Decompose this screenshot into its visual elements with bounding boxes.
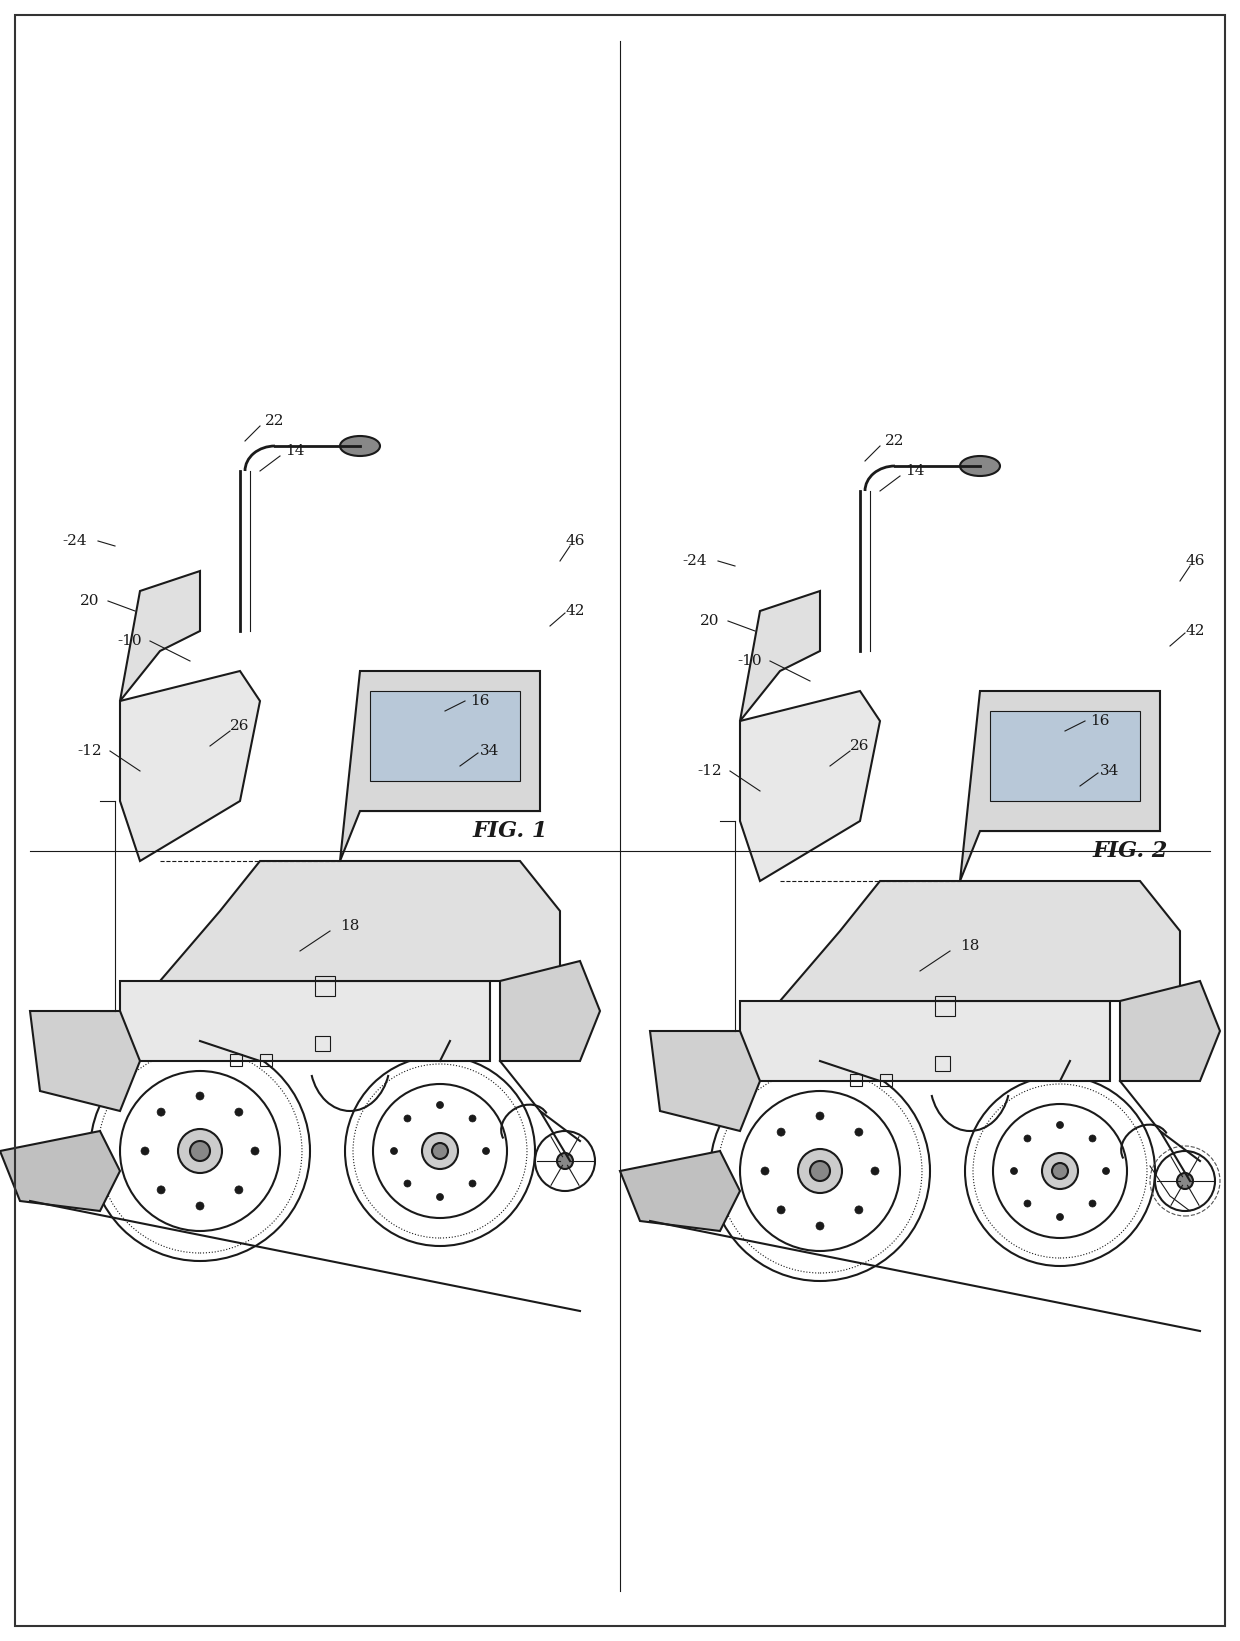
Circle shape bbox=[816, 1223, 825, 1231]
Text: -12: -12 bbox=[78, 743, 103, 758]
Circle shape bbox=[157, 1108, 165, 1116]
Text: 46: 46 bbox=[1185, 555, 1205, 568]
Text: 42: 42 bbox=[565, 604, 585, 619]
Polygon shape bbox=[740, 691, 880, 881]
Circle shape bbox=[190, 1140, 210, 1160]
Circle shape bbox=[179, 1129, 222, 1173]
Circle shape bbox=[854, 1206, 863, 1214]
Circle shape bbox=[234, 1108, 243, 1116]
Text: 16: 16 bbox=[1090, 714, 1110, 729]
Text: FIG. 1: FIG. 1 bbox=[472, 820, 548, 842]
Circle shape bbox=[1056, 1213, 1064, 1221]
Circle shape bbox=[157, 1186, 165, 1195]
Polygon shape bbox=[30, 1011, 140, 1111]
Polygon shape bbox=[650, 1031, 760, 1131]
Circle shape bbox=[391, 1147, 398, 1155]
Text: 34: 34 bbox=[480, 743, 500, 758]
Polygon shape bbox=[340, 671, 539, 862]
Circle shape bbox=[404, 1114, 410, 1122]
Text: 20: 20 bbox=[701, 614, 719, 629]
Circle shape bbox=[422, 1132, 458, 1168]
Circle shape bbox=[1089, 1200, 1096, 1208]
Circle shape bbox=[432, 1144, 448, 1159]
Polygon shape bbox=[740, 591, 820, 720]
Polygon shape bbox=[500, 962, 600, 1062]
Text: 22: 22 bbox=[885, 433, 905, 448]
Text: -10: -10 bbox=[738, 655, 763, 668]
Bar bbox=[229, 1054, 242, 1067]
Bar bbox=[260, 1054, 272, 1067]
Circle shape bbox=[436, 1101, 444, 1109]
Circle shape bbox=[469, 1180, 476, 1186]
Polygon shape bbox=[620, 1150, 740, 1231]
Polygon shape bbox=[370, 691, 520, 781]
Ellipse shape bbox=[340, 437, 379, 456]
Polygon shape bbox=[120, 571, 200, 701]
Text: -12: -12 bbox=[698, 765, 723, 778]
Text: 42: 42 bbox=[1185, 624, 1205, 638]
Circle shape bbox=[1024, 1136, 1030, 1142]
Text: FIG. 2: FIG. 2 bbox=[1092, 840, 1168, 862]
Circle shape bbox=[1089, 1136, 1096, 1142]
Circle shape bbox=[1042, 1154, 1078, 1190]
Circle shape bbox=[1177, 1173, 1193, 1190]
Bar bbox=[740, 1001, 1110, 1081]
Bar bbox=[315, 976, 335, 996]
Bar bbox=[849, 1073, 862, 1086]
Text: 14: 14 bbox=[285, 445, 305, 458]
Text: 18: 18 bbox=[340, 919, 360, 934]
Circle shape bbox=[250, 1147, 259, 1155]
Circle shape bbox=[870, 1167, 879, 1175]
Circle shape bbox=[469, 1114, 476, 1122]
Bar bbox=[120, 981, 490, 1062]
Circle shape bbox=[777, 1206, 785, 1214]
Polygon shape bbox=[960, 691, 1159, 881]
Text: 26: 26 bbox=[231, 719, 249, 734]
Text: 18: 18 bbox=[960, 939, 980, 953]
Circle shape bbox=[1052, 1163, 1068, 1178]
Text: 14: 14 bbox=[905, 464, 925, 478]
Bar bbox=[935, 1057, 950, 1072]
Bar bbox=[880, 1073, 892, 1086]
Circle shape bbox=[777, 1127, 785, 1136]
Circle shape bbox=[482, 1147, 490, 1155]
Text: -10: -10 bbox=[118, 633, 143, 648]
Text: -24: -24 bbox=[63, 533, 87, 548]
Circle shape bbox=[234, 1186, 243, 1195]
Text: 26: 26 bbox=[851, 738, 869, 753]
Text: 16: 16 bbox=[470, 694, 490, 707]
Circle shape bbox=[1011, 1167, 1018, 1175]
Circle shape bbox=[810, 1160, 830, 1182]
Circle shape bbox=[141, 1147, 149, 1155]
Polygon shape bbox=[0, 1131, 120, 1211]
Ellipse shape bbox=[960, 456, 999, 476]
Polygon shape bbox=[990, 711, 1140, 801]
Circle shape bbox=[404, 1180, 410, 1186]
Circle shape bbox=[799, 1149, 842, 1193]
Circle shape bbox=[196, 1201, 205, 1209]
Circle shape bbox=[854, 1127, 863, 1136]
Text: -24: -24 bbox=[683, 555, 707, 568]
Circle shape bbox=[816, 1113, 825, 1121]
Circle shape bbox=[761, 1167, 769, 1175]
Bar bbox=[935, 996, 955, 1016]
Circle shape bbox=[436, 1193, 444, 1201]
Polygon shape bbox=[1120, 981, 1220, 1081]
Bar bbox=[315, 1035, 330, 1050]
Circle shape bbox=[1102, 1167, 1110, 1175]
Circle shape bbox=[1024, 1200, 1030, 1208]
Circle shape bbox=[196, 1091, 205, 1099]
Text: 20: 20 bbox=[81, 594, 99, 609]
Circle shape bbox=[557, 1154, 573, 1168]
Polygon shape bbox=[780, 881, 1180, 1001]
Text: 34: 34 bbox=[1100, 765, 1120, 778]
Polygon shape bbox=[160, 862, 560, 981]
Text: 46: 46 bbox=[565, 533, 585, 548]
Polygon shape bbox=[120, 671, 260, 862]
Text: 22: 22 bbox=[265, 414, 285, 428]
Circle shape bbox=[1056, 1121, 1064, 1129]
